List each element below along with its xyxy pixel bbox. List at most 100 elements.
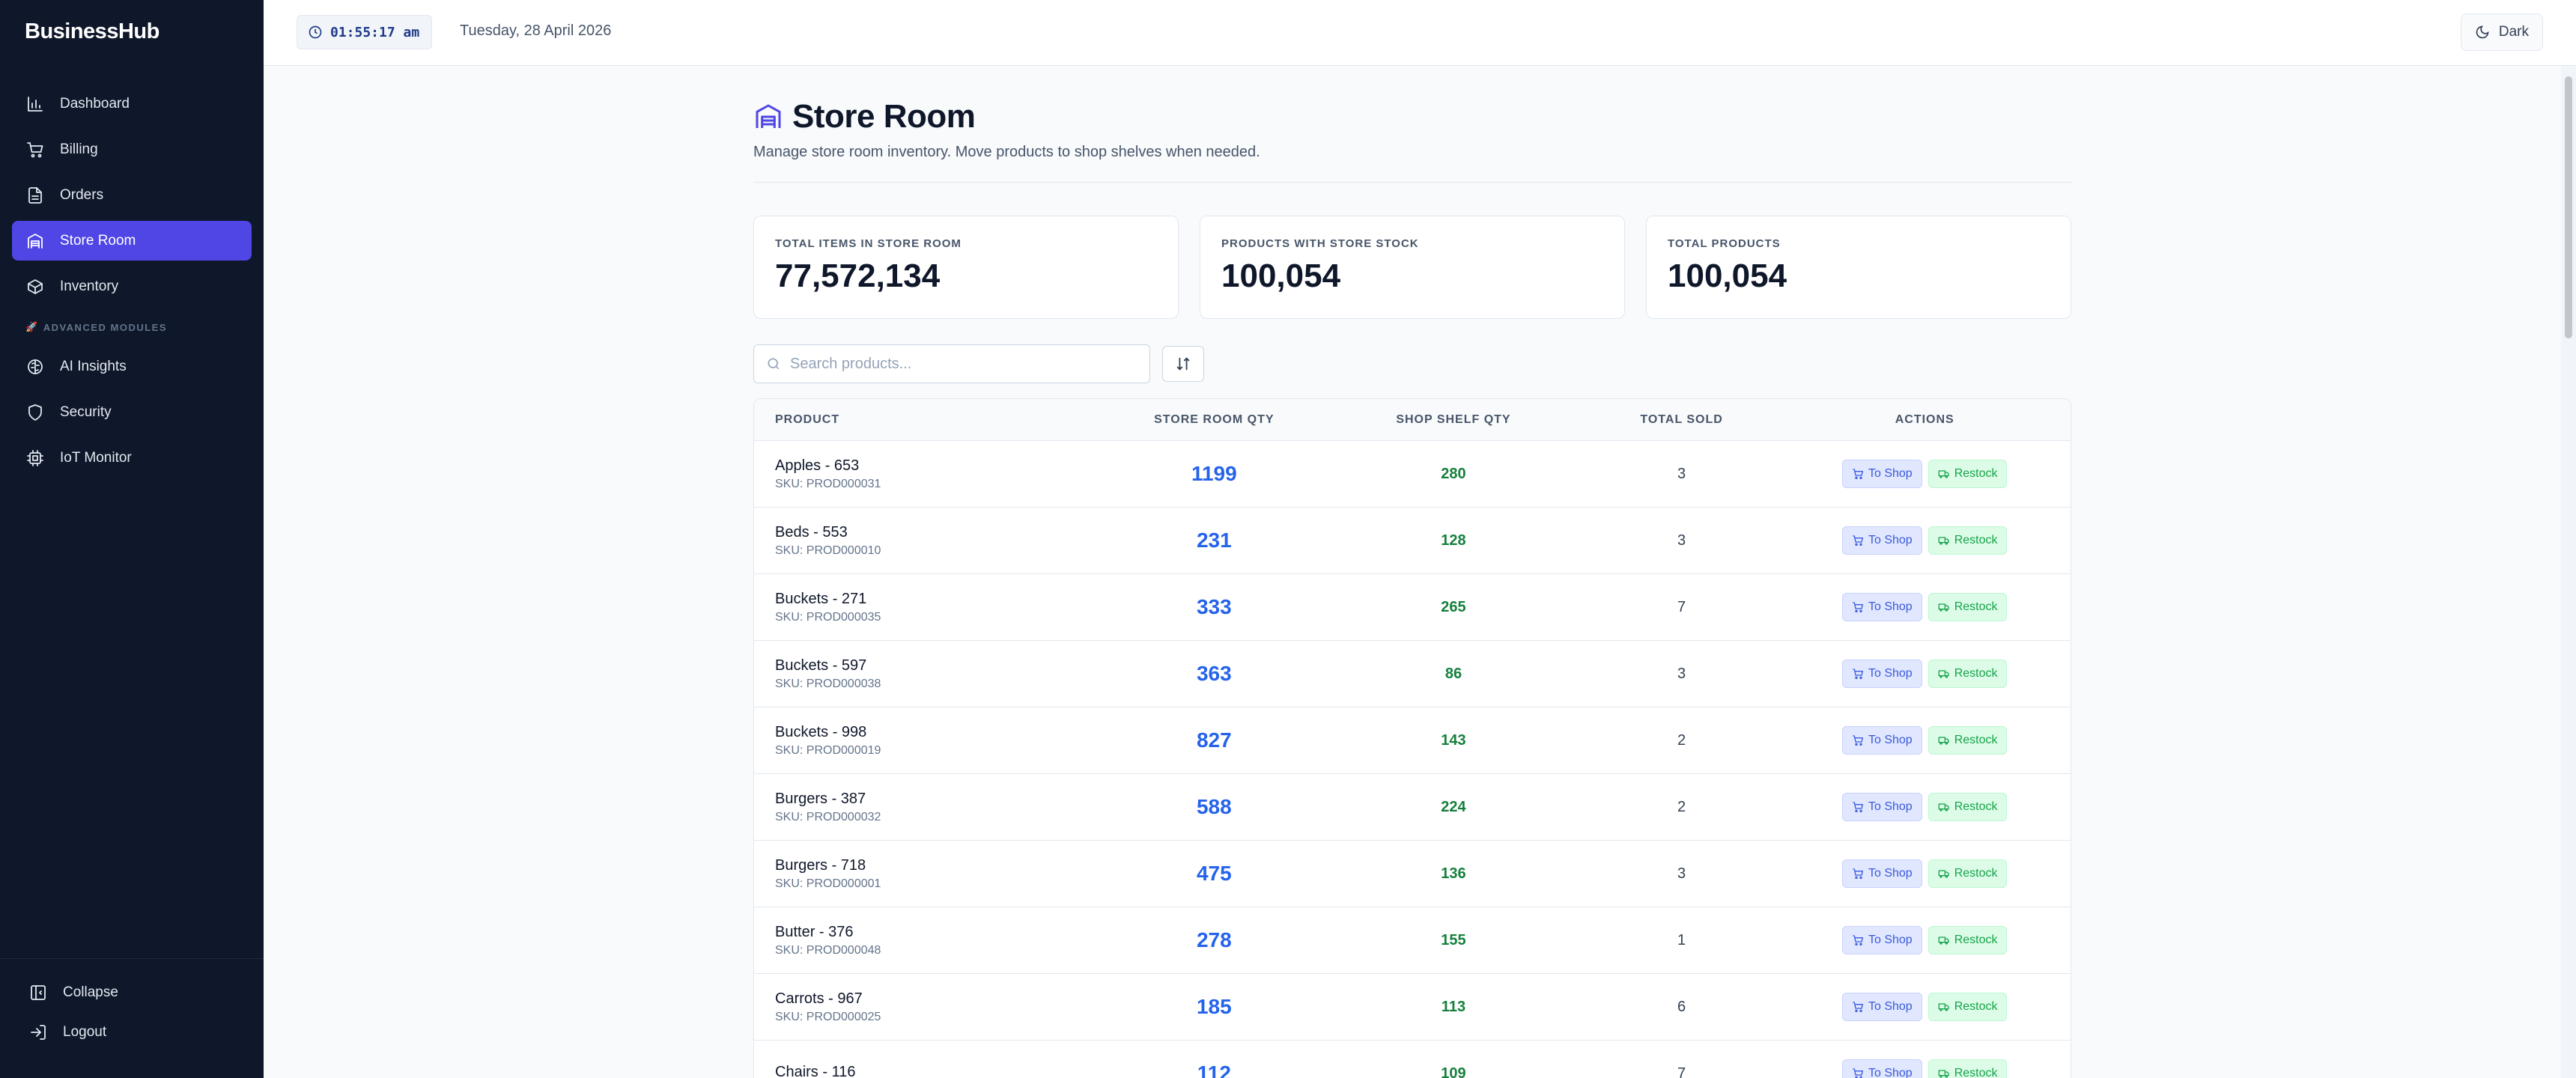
store-qty-cell: 185 — [1105, 995, 1322, 1019]
sort-button[interactable] — [1162, 346, 1204, 382]
column-header-store-qty[interactable]: STORE ROOM QTY — [1154, 412, 1275, 426]
row-actions: To Shop Restock — [1778, 859, 2071, 888]
row-actions: To Shop Restock — [1778, 726, 2071, 755]
stat-value: 100,054 — [1668, 258, 1787, 294]
store-qty-value: 231 — [1196, 529, 1232, 552]
to-shop-button[interactable]: To Shop — [1841, 859, 1922, 888]
shelf-qty-value: 109 — [1441, 1065, 1466, 1078]
product-sku: SKU: PROD000048 — [775, 943, 881, 957]
current-date: Tuesday, 28 April 2026 — [460, 22, 612, 39]
to-shop-button[interactable]: To Shop — [1841, 660, 1922, 688]
to-shop-button[interactable]: To Shop — [1841, 526, 1922, 555]
sidebar-item-label: Dashboard — [60, 95, 130, 112]
stat-label: TOTAL ITEMS IN STORE ROOM — [775, 237, 962, 250]
theme-toggle-button[interactable]: Dark — [2460, 13, 2543, 51]
shelf-qty-cell: 136 — [1322, 865, 1585, 883]
to-shop-button[interactable]: To Shop — [1841, 993, 1922, 1021]
actions-cell: To Shop Restock — [1778, 726, 2071, 755]
product-name: Burgers - 387 — [775, 790, 866, 807]
page-subtitle: Manage store room inventory. Move produc… — [753, 144, 1260, 160]
shelf-qty-value: 136 — [1441, 865, 1466, 882]
cart-icon — [1853, 1002, 1863, 1012]
shelf-qty-cell: 143 — [1322, 732, 1585, 749]
restock-button[interactable]: Restock — [1928, 859, 2008, 888]
truck-icon — [1938, 537, 1949, 545]
product-sku: SKU: PROD000019 — [775, 743, 881, 757]
actions-cell: To Shop Restock — [1778, 859, 2071, 888]
cart-icon — [1853, 602, 1863, 612]
brand-logo[interactable]: BusinessHub — [25, 19, 160, 43]
restock-button[interactable]: Restock — [1928, 993, 2008, 1021]
sidebar-item-orders[interactable]: Orders — [12, 175, 252, 215]
product-sku: SKU: PROD000010 — [775, 543, 881, 557]
table-row: Burgers - 387 SKU: PROD000032 588 224 2 … — [754, 774, 2071, 841]
scrollbar-thumb[interactable] — [2565, 76, 2572, 338]
product-name: Beds - 553 — [775, 523, 848, 540]
total-sold-cell: 2 — [1585, 732, 1779, 749]
restock-button[interactable]: Restock — [1928, 726, 2008, 755]
sidebar-item-iot-monitor[interactable]: IoT Monitor — [12, 438, 252, 478]
restock-label: Restock — [1954, 600, 1998, 613]
stat-value: 77,572,134 — [775, 258, 941, 294]
restock-button[interactable]: Restock — [1928, 926, 2008, 954]
to-shop-button[interactable]: To Shop — [1841, 460, 1922, 488]
stat-value: 100,054 — [1221, 258, 1341, 294]
shelf-qty-cell: 280 — [1322, 466, 1585, 483]
total-sold-cell: 3 — [1585, 466, 1779, 483]
store-qty-cell: 112 — [1105, 1062, 1322, 1078]
total-sold-cell: 3 — [1585, 865, 1779, 883]
total-sold-cell: 7 — [1585, 599, 1779, 616]
sidebar-item-dashboard[interactable]: Dashboard — [12, 84, 252, 124]
search-input[interactable] — [790, 355, 1134, 373]
column-header-product[interactable]: PRODUCT — [775, 412, 840, 426]
cart-icon — [1853, 469, 1863, 479]
sidebar-item-inventory[interactable]: Inventory — [12, 267, 252, 306]
to-shop-label: To Shop — [1868, 1000, 1913, 1013]
shelf-qty-cell: 128 — [1322, 532, 1585, 549]
cart-icon — [1853, 935, 1863, 945]
restock-button[interactable]: Restock — [1928, 1059, 2008, 1078]
column-header-total-sold[interactable]: TOTAL SOLD — [1640, 412, 1723, 426]
clock-badge: 01:55:17 am — [297, 15, 433, 49]
product-cell: Buckets - 998 SKU: PROD000019 — [754, 724, 1105, 758]
logout-button[interactable]: Logout — [12, 1012, 252, 1052]
sidebar-item-billing[interactable]: Billing — [12, 130, 252, 169]
restock-button[interactable]: Restock — [1928, 526, 2008, 555]
table-row: Buckets - 998 SKU: PROD000019 827 143 2 … — [754, 707, 2071, 774]
column-header-shelf-qty[interactable]: SHOP SHELF QTY — [1396, 412, 1511, 426]
to-shop-label: To Shop — [1868, 800, 1913, 813]
page-scrollbar[interactable] — [2561, 66, 2576, 1078]
page-title: Store Room — [792, 98, 976, 135]
shelf-qty-cell: 86 — [1322, 666, 1585, 683]
cart-icon — [1853, 1068, 1863, 1078]
product-name: Carrots - 967 — [775, 990, 863, 1007]
row-actions: To Shop Restock — [1778, 1059, 2071, 1078]
package-icon — [25, 277, 45, 296]
shelf-qty-value: 128 — [1441, 532, 1466, 549]
restock-label: Restock — [1954, 734, 1998, 746]
to-shop-button[interactable]: To Shop — [1841, 726, 1922, 755]
collapse-label: Collapse — [63, 984, 118, 1000]
to-shop-button[interactable]: To Shop — [1841, 793, 1922, 821]
restock-button[interactable]: Restock — [1928, 460, 2008, 488]
stat-card-total-items: TOTAL ITEMS IN STORE ROOM 77,572,134 — [753, 216, 1179, 319]
total-sold-value: 3 — [1677, 532, 1686, 549]
truck-icon — [1938, 870, 1949, 878]
sidebar-item-store-room[interactable]: Store Room — [12, 221, 252, 261]
product-cell: Buckets - 271 SKU: PROD000035 — [754, 591, 1105, 624]
sidebar-item-ai-insights[interactable]: AI Insights — [12, 347, 252, 386]
restock-button[interactable]: Restock — [1928, 793, 2008, 821]
sidebar-item-security[interactable]: Security — [12, 392, 252, 432]
to-shop-button[interactable]: To Shop — [1841, 1059, 1922, 1078]
to-shop-button[interactable]: To Shop — [1841, 593, 1922, 621]
collapse-button[interactable]: Collapse — [12, 972, 252, 1012]
shelf-qty-cell: 113 — [1322, 999, 1585, 1016]
shelf-qty-value: 86 — [1445, 665, 1462, 682]
restock-button[interactable]: Restock — [1928, 593, 2008, 621]
stat-label: PRODUCTS WITH STORE STOCK — [1221, 237, 1419, 250]
product-name: Buckets - 998 — [775, 723, 867, 740]
to-shop-button[interactable]: To Shop — [1841, 926, 1922, 954]
truck-icon — [1938, 1070, 1949, 1078]
row-actions: To Shop Restock — [1778, 660, 2071, 688]
restock-button[interactable]: Restock — [1928, 660, 2008, 688]
